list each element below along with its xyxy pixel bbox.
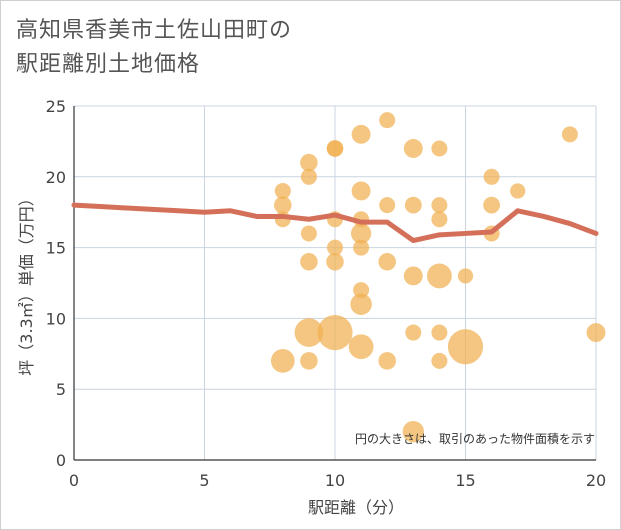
data-bubble xyxy=(294,318,324,347)
data-bubble xyxy=(510,183,526,199)
data-bubble xyxy=(403,266,423,286)
y-tick-label: 0 xyxy=(56,451,66,470)
x-tick-label: 10 xyxy=(325,471,345,490)
x-tick-label: 20 xyxy=(586,471,606,490)
data-bubble xyxy=(378,252,396,271)
data-bubble xyxy=(379,112,396,129)
y-tick-label: 20 xyxy=(46,168,66,187)
data-bubble xyxy=(405,324,422,341)
chart-title-line-2: 駅距離別土地価格 xyxy=(16,52,201,77)
data-bubble xyxy=(483,168,500,185)
chart-title-line-1: 高知県香美市土佐山田町の xyxy=(16,18,293,43)
data-bubble xyxy=(431,140,448,157)
size-legend-note: 円の大きさは、取引のあった物件面積を示す xyxy=(355,431,595,446)
data-bubble xyxy=(348,334,374,360)
x-tick-label: 0 xyxy=(69,471,79,490)
x-tick-label: 15 xyxy=(455,471,475,490)
data-bubble xyxy=(379,197,396,214)
data-bubble xyxy=(561,126,578,143)
x-tick-label: 5 xyxy=(199,471,209,490)
y-tick-label: 5 xyxy=(56,380,66,399)
data-bubble xyxy=(274,196,292,214)
data-bubble xyxy=(431,197,448,214)
data-bubble xyxy=(483,196,500,214)
axes xyxy=(73,106,596,461)
data-bubble xyxy=(427,263,452,289)
average-price-line xyxy=(71,202,599,244)
data-bubble xyxy=(300,252,318,271)
data-bubble xyxy=(447,329,484,365)
data-bubble xyxy=(586,323,606,343)
data-bubble xyxy=(350,223,372,244)
data-bubble xyxy=(317,314,353,351)
data-bubble xyxy=(404,196,422,214)
grid-lines xyxy=(74,105,597,460)
data-bubble xyxy=(403,139,423,158)
chart-title: 高知県香美市土佐山田町の 駅距離別土地価格 xyxy=(16,14,292,82)
bubble-series xyxy=(270,112,606,443)
data-bubble xyxy=(353,239,370,256)
data-bubble xyxy=(300,168,317,185)
data-bubble xyxy=(402,420,425,443)
data-bubble xyxy=(300,352,318,370)
data-bubble xyxy=(350,293,372,315)
x-axis-label: 駅距離（分） xyxy=(308,498,404,517)
data-bubble xyxy=(327,140,343,157)
data-bubble xyxy=(431,352,448,369)
data-bubble xyxy=(300,153,318,172)
y-axis-label: 坪（3.3㎡）単価（万円） xyxy=(17,190,36,375)
data-bubble xyxy=(300,225,317,242)
y-tick-label: 10 xyxy=(46,309,66,328)
data-bubble xyxy=(351,124,371,144)
data-bubble xyxy=(431,324,448,341)
data-bubble xyxy=(326,252,344,271)
y-tick-label: 15 xyxy=(46,239,66,258)
data-bubble xyxy=(351,181,371,201)
data-bubble xyxy=(378,352,396,370)
data-bubble xyxy=(327,239,343,256)
data-bubble xyxy=(353,282,370,299)
tick-labels: 0 5 10 15 20 0 5 10 15 20 25 xyxy=(46,97,607,490)
data-bubble xyxy=(274,182,291,199)
y-tick-label: 25 xyxy=(46,97,66,116)
data-bubble xyxy=(457,268,474,284)
trend-line-group xyxy=(71,202,599,244)
data-bubble xyxy=(270,349,295,373)
data-bubble xyxy=(431,211,448,228)
